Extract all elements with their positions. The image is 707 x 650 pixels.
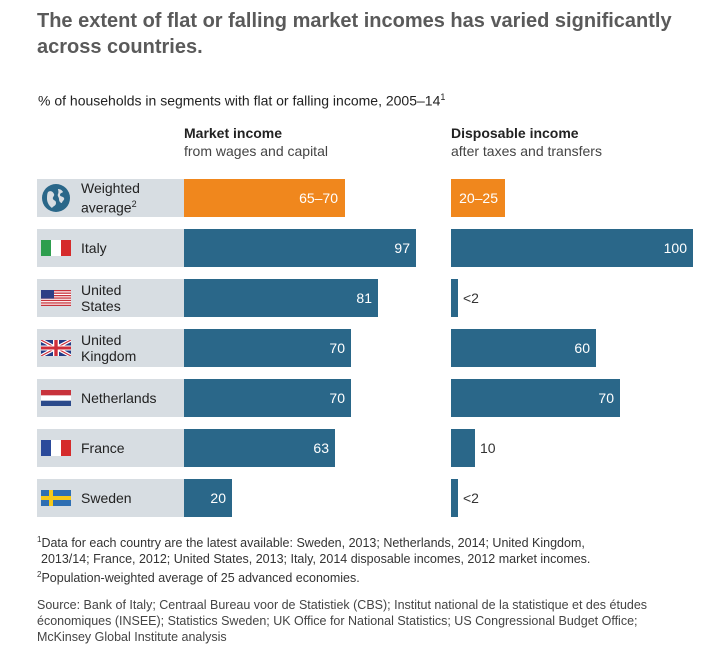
row-label-box: France — [37, 429, 184, 467]
netherlands-flag-icon — [41, 390, 71, 406]
footnote-2-mark: 2 — [37, 570, 42, 580]
market-income-value-label: 97 — [394, 240, 410, 256]
market-income-subheading: from wages and capital — [184, 143, 328, 159]
market-income-bar — [184, 229, 416, 267]
disposable-income-value-label: 10 — [480, 440, 496, 456]
row-label-box: Sweden — [37, 479, 184, 517]
disposable-income-bar — [451, 179, 505, 217]
disposable-income-value-label: 70 — [598, 390, 614, 406]
market-income-value-label: 81 — [356, 290, 372, 306]
row-label-line2-text: States — [81, 298, 121, 314]
disposable-income-subheading: after taxes and transfers — [451, 143, 602, 159]
row-label: Netherlands — [81, 379, 181, 417]
row-label-line1: United — [81, 282, 122, 298]
row-label-line1: Sweden — [81, 490, 132, 506]
footnote-1-text: Data for each country are the latest ava… — [41, 536, 585, 551]
market-income-value-label: 70 — [329, 340, 345, 356]
row-label: United States — [81, 279, 181, 317]
row-label: France — [81, 429, 181, 467]
row-label-line2-text: average — [81, 199, 132, 216]
footnote-1-continued: 2013/14; France, 2012; United States, 20… — [41, 552, 591, 567]
disposable-income-bar — [451, 279, 458, 317]
disposable-income-value-label: <2 — [463, 290, 479, 306]
market-income-heading: Market income — [184, 125, 283, 141]
italy-flag-icon — [41, 240, 71, 256]
market-income-bar — [184, 429, 335, 467]
market-income-bar — [184, 329, 351, 367]
row-label-line2: Kingdom — [81, 348, 136, 364]
subtitle-note-mark: 1 — [440, 92, 446, 102]
row-label-line1: Netherlands — [81, 390, 157, 406]
disposable-income-bar — [451, 429, 475, 467]
row-label-box: United Kingdom — [37, 329, 184, 367]
market-income-bar — [184, 479, 232, 517]
disposable-income-bar — [451, 379, 620, 417]
disposable-income-value-label: 100 — [663, 240, 687, 256]
disposable-income-value-label: 20–25 — [459, 190, 498, 206]
subtitle-text: % of households in segments with flat or… — [38, 92, 441, 109]
market-income-bar — [184, 279, 378, 317]
row-label-box: Italy — [37, 229, 184, 267]
globe-icon — [41, 183, 71, 213]
market-income-value-label: 63 — [313, 440, 329, 456]
footnote-1: 1Data for each country are the latest av… — [37, 532, 697, 551]
footnote-2-text: Population-weighted average of 25 advanc… — [41, 571, 360, 586]
market-income-bar — [184, 179, 345, 217]
row-label-box: United States — [37, 279, 184, 317]
market-income-header: Market income from wages and capital — [184, 124, 328, 160]
row-label-line2: average2 — [81, 196, 140, 216]
disposable-income-value-label: <2 — [463, 490, 479, 506]
row-label-box: Netherlands — [37, 379, 184, 417]
market-income-value-label: 70 — [329, 390, 345, 406]
footnote-1-mark: 1 — [37, 535, 42, 544]
france-flag-icon — [41, 440, 71, 456]
row-label-line1: France — [81, 440, 125, 456]
row-label-line2: States — [81, 298, 121, 314]
row-label: Italy — [81, 229, 181, 267]
chart-title: The extent of flat or falling market inc… — [37, 10, 672, 58]
row-label-line1: United — [81, 332, 122, 348]
disposable-income-bar — [451, 229, 693, 267]
row-label: United Kingdom — [81, 329, 181, 367]
sweden-flag-icon — [41, 490, 71, 506]
disposable-income-heading: Disposable income — [451, 125, 579, 141]
source-note: Source: Bank of Italy; Centraal Bureau v… — [37, 598, 648, 644]
row-label-line2-text: Kingdom — [81, 348, 137, 364]
row-label: Sweden — [81, 479, 181, 517]
market-income-value-label: 20 — [210, 490, 226, 506]
uk-flag-icon — [40, 338, 72, 358]
row-label-line1: Weighted — [81, 180, 140, 197]
market-income-value-label: 65–70 — [299, 190, 338, 206]
disposable-income-bar — [451, 479, 458, 517]
chart-subtitle: % of households in segments with flat or… — [38, 92, 445, 109]
footnotes: 1Data for each country are the latest av… — [37, 532, 697, 586]
market-income-bar — [184, 379, 351, 417]
row-label-box: Weighted average2 — [37, 179, 184, 217]
footnote-2: 2Population-weighted average of 25 advan… — [37, 567, 697, 586]
row-label: Weighted average2 — [81, 179, 181, 217]
us-flag-icon — [41, 290, 71, 306]
row-label-note-mark: 2 — [131, 199, 137, 210]
row-label-line1: Italy — [81, 240, 107, 256]
disposable-income-header: Disposable income after taxes and transf… — [451, 124, 602, 160]
disposable-income-bar — [451, 329, 596, 367]
disposable-income-value-label: 60 — [574, 340, 590, 356]
